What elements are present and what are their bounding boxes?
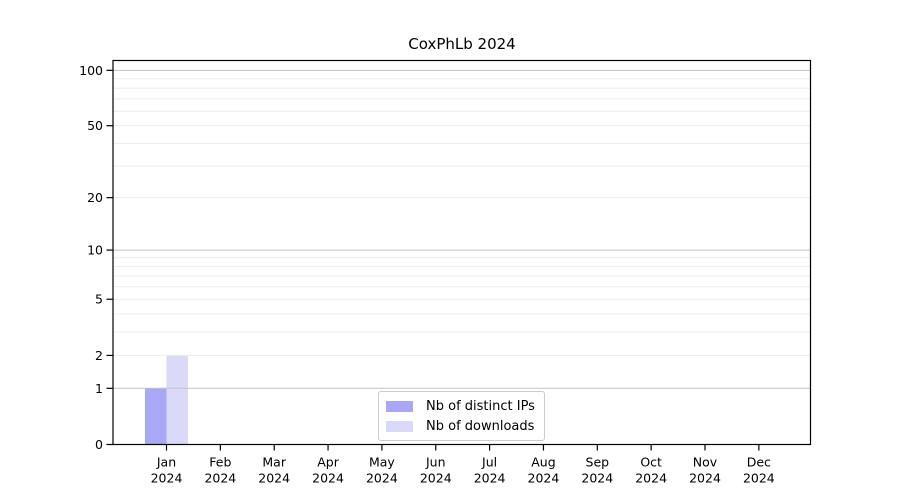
bar xyxy=(145,388,167,445)
bars xyxy=(145,355,188,445)
x-tick-label-year: 2024 xyxy=(581,471,613,486)
x-tick-label-year: 2024 xyxy=(151,471,183,486)
x-tick-label-month: Apr xyxy=(317,455,339,470)
x-tick-label-month: Nov xyxy=(693,455,718,470)
x-tick-label-month: Jan xyxy=(156,455,176,470)
x-tick-label-year: 2024 xyxy=(743,471,775,486)
x-tick-label-month: Sep xyxy=(586,455,610,470)
gridlines xyxy=(113,69,811,389)
y-tick-label: 2 xyxy=(95,348,103,363)
x-tick-label-month: Oct xyxy=(640,455,662,470)
x-tick-label-month: Dec xyxy=(747,455,771,470)
legend-item-distinct-ips: Nb of distinct IPs xyxy=(386,396,544,416)
y-tick-label: 50 xyxy=(87,118,103,133)
x-tick-label-year: 2024 xyxy=(204,471,236,486)
x-tick-label-month: Aug xyxy=(531,455,555,470)
y-tick-label: 100 xyxy=(79,63,103,78)
x-tick-label-year: 2024 xyxy=(258,471,290,486)
legend-swatch-distinct-ips xyxy=(386,400,413,412)
x-tick-label-year: 2024 xyxy=(528,471,560,486)
plot-frame xyxy=(112,59,812,446)
x-tick-label-month: Feb xyxy=(209,455,231,470)
x-tick-label-year: 2024 xyxy=(474,471,506,486)
legend: Nb of distinct IPs Nb of downloads xyxy=(378,391,545,441)
legend-item-downloads: Nb of downloads xyxy=(386,416,544,436)
y-tick-label: 0 xyxy=(95,437,103,452)
x-tick-label-year: 2024 xyxy=(312,471,344,486)
x-tick-label-year: 2024 xyxy=(420,471,452,486)
y-tick-label: 20 xyxy=(87,190,103,205)
y-tick-label: 5 xyxy=(95,292,103,307)
x-tick-label-month: Jun xyxy=(425,455,446,470)
legend-label-distinct-ips: Nb of distinct IPs xyxy=(426,398,535,414)
y-axis: 0 1 2 5 10 20 50 100 xyxy=(79,63,113,452)
x-tick-label-year: 2024 xyxy=(689,471,721,486)
chart-title: CoxPhLb 2024 xyxy=(408,35,516,53)
x-tick-label-month: May xyxy=(369,455,395,470)
x-tick-label-year: 2024 xyxy=(635,471,667,486)
legend-swatch-downloads xyxy=(386,420,413,432)
y-tick-label: 10 xyxy=(87,243,103,258)
y-tick-label: 1 xyxy=(95,381,103,396)
x-axis: Jan2024Feb2024Mar2024Apr2024May2024Jun20… xyxy=(151,444,775,486)
x-tick-label-month: Mar xyxy=(262,455,286,470)
x-tick-label-year: 2024 xyxy=(366,471,398,486)
x-tick-label-month: Jul xyxy=(481,455,497,470)
bar xyxy=(166,355,188,445)
legend-label-downloads: Nb of downloads xyxy=(426,418,535,434)
